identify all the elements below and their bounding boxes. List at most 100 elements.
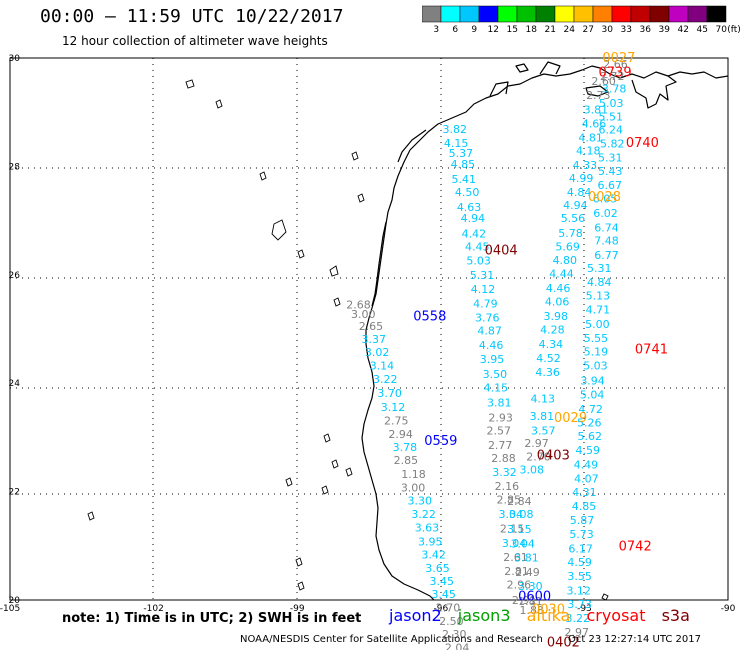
wave-height-label: 6.67 [598,179,623,192]
longitude-label: -99 [290,604,305,614]
wave-height-label: 2.97 [524,437,549,450]
wave-height-label: 3.95 [480,353,505,366]
wave-height-label: 2.49 [515,566,540,579]
barrier-island [371,221,387,307]
wave-height-label: 4.50 [455,186,480,199]
wave-height-label: 3.98 [543,310,568,323]
wave-height-label: 3.08 [520,464,545,477]
latitude-label: 28 [9,162,21,172]
legend-item-jason3: jason3 [457,606,511,625]
wave-height-label: 3.45 [431,588,456,601]
color-scale-label: 45 [697,25,708,34]
credit-text: NOAA/NESDIS Center for Satellite Applica… [240,634,543,645]
wave-height-label: 7.48 [594,234,619,247]
wave-height-values: 3.824.155.374.855.414.504.634.944.424.45… [346,58,628,650]
legend-item-altika: altika [526,606,571,625]
pass-time-label: 0742 [619,540,652,555]
wave-height-label: 2.70 [436,601,461,614]
pass-time-label: 0029 [554,411,587,426]
color-scale-label: 39 [659,25,671,34]
color-scale-label: 27 [583,25,594,34]
wave-height-label: 4.81 [578,131,603,144]
wave-height-label: 3.63 [415,522,440,535]
color-scale-label: 36 [640,25,652,34]
wave-height-label: 2.68 [346,298,371,311]
wave-height-label: 4.59 [567,556,592,569]
wave-height-label: 3.81 [487,397,512,410]
wave-height-label: 3.14 [370,360,395,373]
wave-height-label: 3.42 [421,548,446,561]
satellite-legend: jason2 jason3 altika cryosat s3a [389,606,701,625]
latitude-labels: 30 28 26 24 22 20 [9,54,21,606]
wave-height-label: 2.57 [487,425,512,438]
color-scale-label: 3 [433,25,439,34]
longitude-label: -90 [721,604,736,614]
wave-height-label: 2.04 [445,641,470,650]
graticule [10,58,728,600]
wave-height-label: 3.73 [567,598,592,611]
wave-height-label: 3.55 [567,570,592,583]
wave-height-label: 5.03 [466,255,491,268]
wave-height-label: 3.81 [584,103,609,116]
latitude-label: 20 [9,596,21,606]
color-scale-label: 30 [602,25,614,34]
wave-height-label: 3.82 [442,123,467,136]
wave-height-label: 4.84 [567,186,592,199]
wave-height-label: 3.08 [509,508,534,521]
wave-height-label: 2.30 [442,628,467,641]
wave-height-label: 6.05 [593,193,618,206]
wave-height-label: 4.84 [587,276,612,289]
wave-height-label: 4.49 [574,458,599,471]
wave-height-label: 2.73 [586,89,611,102]
barrier-island [397,129,427,163]
wave-height-label: 5.04 [580,388,605,401]
wave-height-label: 3.50 [483,368,508,381]
pass-time-label: 0027 [602,51,635,66]
wave-height-label: 4.66 [582,117,607,130]
wave-height-label: 4.85 [572,500,597,513]
wave-height-label: 2.91 [512,594,537,607]
wave-height-label: 4.63 [457,201,482,214]
wave-height-label: 4.87 [477,324,502,337]
wave-height-label: 3.95 [418,535,443,548]
wave-height-label: 4.79 [473,297,498,310]
mississippi-delta [631,75,677,109]
wave-height-label: 3.22 [565,612,590,625]
wave-height-label: 3.00 [401,482,426,495]
wave-height-label: 3.94 [580,374,605,387]
wave-height-label: 4.42 [462,227,487,240]
wave-height-label: 3.12 [566,585,591,598]
pass-time-label: 0028 [588,190,621,205]
wave-height-label: 3.65 [425,562,450,575]
pass-time-label: 0741 [635,342,668,357]
wave-height-label: 4.80 [553,254,578,267]
wave-height-label: 4.52 [536,352,561,365]
wave-height-label: 5.31 [587,262,612,275]
wave-height-label: 5.31 [598,152,623,165]
wave-height-label: 4.36 [535,366,560,379]
latitude-label: 22 [9,488,20,498]
wave-height-label: 4.71 [586,303,611,316]
wave-height-label: 5.62 [577,430,602,443]
gulf-coastline [361,65,729,601]
latitude-label: 24 [9,379,21,389]
pass-time-label: 0558 [413,309,446,324]
longitude-label: -105 [0,604,20,614]
wave-height-label: 3.22 [411,508,436,521]
wave-height-label: 6.74 [594,221,619,234]
wave-height-label: 4.46 [479,339,504,352]
color-scale-label: 70 [716,25,728,34]
wave-height-label: 5.26 [577,417,602,430]
wave-height-label: 5.73 [569,528,594,541]
wave-height-label: 5.55 [584,332,609,345]
wave-height-label: 5.82 [600,137,625,150]
wave-height-label: 2.50 [439,615,464,628]
inland-water [87,79,609,601]
wave-height-label: 2.85 [394,454,419,467]
wave-height-label: 3.12 [381,401,406,414]
wave-height-label: 2.72 [600,70,625,83]
pass-time-label: 0739 [599,65,632,80]
color-scale-label: 6 [452,25,458,34]
wave-height-label: 5.41 [452,173,477,186]
units-note: note: 1) Time is in UTC; 2) SWH is in fe… [62,611,362,626]
